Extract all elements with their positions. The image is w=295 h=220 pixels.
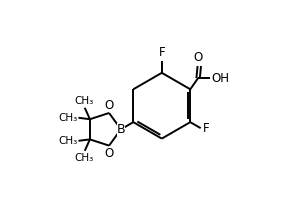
Text: F: F <box>158 46 165 59</box>
Text: OH: OH <box>211 72 229 84</box>
Text: O: O <box>194 51 203 64</box>
Text: O: O <box>104 147 114 160</box>
Text: CH₃: CH₃ <box>75 96 94 106</box>
Text: CH₃: CH₃ <box>75 152 94 163</box>
Text: CH₃: CH₃ <box>58 136 77 146</box>
Text: F: F <box>202 122 209 135</box>
Text: O: O <box>104 99 114 112</box>
Text: B: B <box>117 123 125 136</box>
Text: CH₃: CH₃ <box>58 113 77 123</box>
